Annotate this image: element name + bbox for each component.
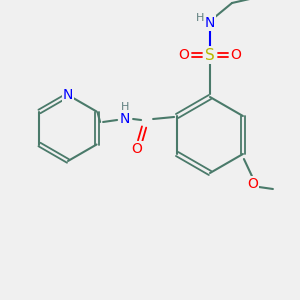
Text: O: O <box>231 48 242 62</box>
Text: O: O <box>248 177 258 191</box>
Text: O: O <box>178 48 189 62</box>
Text: N: N <box>205 16 215 30</box>
Text: O: O <box>132 142 142 156</box>
Text: N: N <box>120 112 130 126</box>
Text: S: S <box>205 47 215 62</box>
Text: H: H <box>196 13 204 23</box>
Text: N: N <box>63 88 73 102</box>
Text: H: H <box>121 102 129 112</box>
